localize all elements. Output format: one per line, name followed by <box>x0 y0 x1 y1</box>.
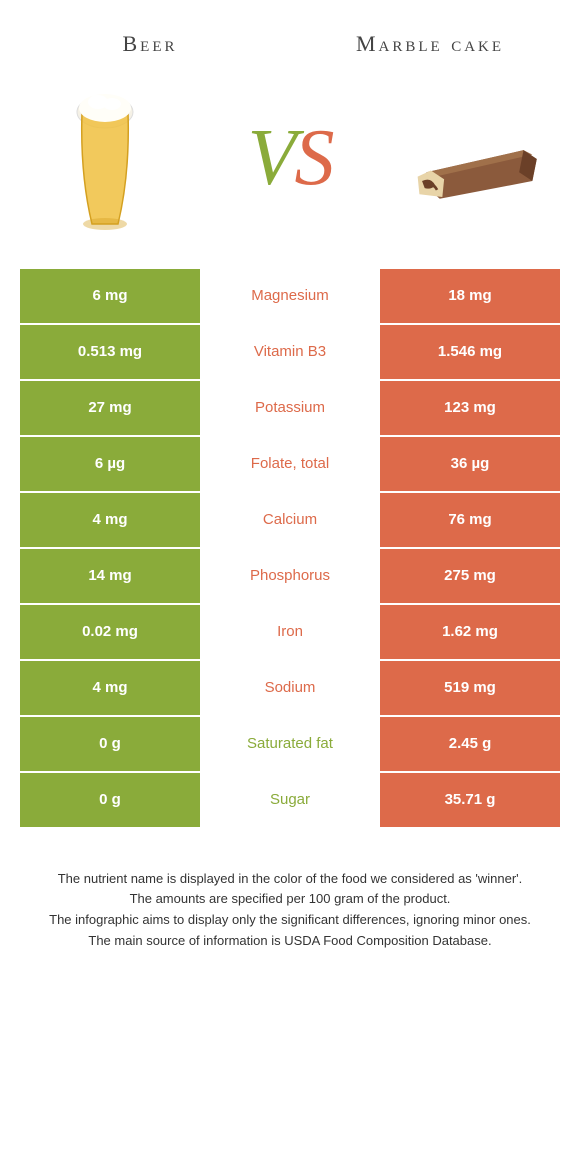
right-value: 36 µg <box>380 437 560 491</box>
table-row: 0.513 mgVitamin B31.546 mg <box>20 325 560 381</box>
right-value: 18 mg <box>380 269 560 323</box>
vs-label: VS <box>248 113 333 204</box>
nutrient-name: Iron <box>200 605 380 659</box>
comparison-table: 6 mgMagnesium18 mg0.513 mgVitamin B31.54… <box>20 269 560 829</box>
left-food-label: Beer <box>60 30 240 59</box>
nutrient-name: Folate, total <box>200 437 380 491</box>
left-value: 0 g <box>20 717 200 771</box>
right-food-label: Marble cake <box>340 30 520 59</box>
footer-line: The infographic aims to display only the… <box>30 910 550 931</box>
table-row: 6 mgMagnesium18 mg <box>20 269 560 325</box>
nutrient-name: Sugar <box>200 773 380 827</box>
left-value: 0.02 mg <box>20 605 200 659</box>
left-value: 6 µg <box>20 437 200 491</box>
vs-s: S <box>294 114 332 202</box>
nutrient-name: Calcium <box>200 493 380 547</box>
footer-line: The amounts are specified per 100 gram o… <box>30 889 550 910</box>
footer-line: The main source of information is USDA F… <box>30 931 550 952</box>
table-row: 0 gSugar35.71 g <box>20 773 560 829</box>
marble-cake-icon <box>400 79 550 239</box>
right-value: 1.62 mg <box>380 605 560 659</box>
footer-line: The nutrient name is displayed in the co… <box>30 869 550 890</box>
left-value: 4 mg <box>20 661 200 715</box>
vs-v: V <box>248 114 295 202</box>
right-value: 123 mg <box>380 381 560 435</box>
table-row: 27 mgPotassium123 mg <box>20 381 560 437</box>
table-row: 14 mgPhosphorus275 mg <box>20 549 560 605</box>
table-row: 0 gSaturated fat2.45 g <box>20 717 560 773</box>
beer-icon <box>30 79 180 239</box>
left-value: 0 g <box>20 773 200 827</box>
right-value: 1.546 mg <box>380 325 560 379</box>
table-row: 6 µgFolate, total36 µg <box>20 437 560 493</box>
table-row: 4 mgSodium519 mg <box>20 661 560 717</box>
table-row: 0.02 mgIron1.62 mg <box>20 605 560 661</box>
nutrient-name: Sodium <box>200 661 380 715</box>
right-value: 35.71 g <box>380 773 560 827</box>
left-value: 6 mg <box>20 269 200 323</box>
right-value: 76 mg <box>380 493 560 547</box>
nutrient-name: Potassium <box>200 381 380 435</box>
hero-row: VS <box>0 69 580 269</box>
nutrient-name: Phosphorus <box>200 549 380 603</box>
nutrient-name: Magnesium <box>200 269 380 323</box>
right-value: 519 mg <box>380 661 560 715</box>
right-value: 275 mg <box>380 549 560 603</box>
nutrient-name: Saturated fat <box>200 717 380 771</box>
nutrient-name: Vitamin B3 <box>200 325 380 379</box>
left-value: 0.513 mg <box>20 325 200 379</box>
table-row: 4 mgCalcium76 mg <box>20 493 560 549</box>
left-value: 27 mg <box>20 381 200 435</box>
left-value: 4 mg <box>20 493 200 547</box>
right-value: 2.45 g <box>380 717 560 771</box>
header: Beer Marble cake <box>0 0 580 69</box>
footer-notes: The nutrient name is displayed in the co… <box>30 869 550 952</box>
left-value: 14 mg <box>20 549 200 603</box>
